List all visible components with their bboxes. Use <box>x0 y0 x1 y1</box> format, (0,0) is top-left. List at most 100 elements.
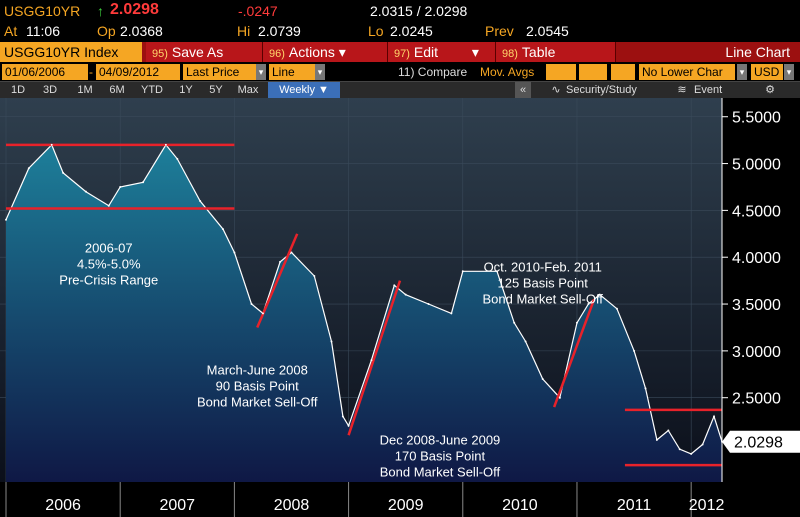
range-3d-button[interactable]: 3D <box>42 84 58 96</box>
security-field[interactable]: USGG10YR Index <box>0 42 142 62</box>
event-button[interactable]: Event <box>694 84 723 96</box>
last-price-tag-label: 2.0298 <box>734 435 783 452</box>
annotation-line: 170 Basis Point <box>395 449 486 464</box>
mov-avg-field-2[interactable] <box>579 64 607 80</box>
lower-chart-select[interactable]: No Lower Char <box>639 64 735 80</box>
x-tick-label: 2012 <box>689 497 725 514</box>
annotation-line: Dec 2008-June 2009 <box>380 433 501 448</box>
mov-avgs-label: Mov. Avgs <box>480 64 546 80</box>
y-tick-label: 5.5000 <box>732 110 781 127</box>
annotation-text: Oct. 2010-Feb. 2011 125 Basis Point Bond M… <box>483 259 604 306</box>
data-point <box>290 251 293 254</box>
annotation-lines <box>6 143 722 467</box>
low-label: Lo <box>368 23 384 39</box>
chevron-down-icon[interactable]: ▾ <box>737 64 747 80</box>
period-select[interactable]: Weekly ▼ <box>268 82 340 99</box>
start-date-field[interactable]: 01/06/2006 <box>2 64 88 80</box>
currency-select[interactable]: USD <box>751 64 783 80</box>
data-point <box>575 321 578 324</box>
x-axis-panel <box>0 482 800 517</box>
annotation-text: 2006-07 4.5%-5.0% Pre-Crisis Range <box>59 241 158 288</box>
chevron-down-icon[interactable]: ▾ <box>256 64 266 80</box>
yield-area <box>6 144 722 483</box>
table-number: 98) <box>502 48 518 60</box>
y-axis-panel <box>722 98 800 482</box>
y-tick-label: 3.0000 <box>732 344 781 361</box>
data-point <box>598 293 601 296</box>
high-label: Hi <box>237 23 251 39</box>
chart-study-icon: ∿ <box>551 84 561 96</box>
yield-chart: 2006-07 4.5%-5.0% Pre-Crisis Range March-Ju… <box>0 98 800 517</box>
data-point <box>615 307 618 310</box>
range-5y-button[interactable]: 5Y <box>209 84 223 96</box>
chevron-down-icon[interactable]: ▾ <box>315 64 325 80</box>
quote-time: 11:06 <box>26 23 60 39</box>
last-price-tag <box>722 430 800 453</box>
data-point <box>119 185 122 188</box>
gear-icon[interactable]: ⚙ <box>765 84 775 96</box>
data-point <box>261 312 264 315</box>
x-axis: 2006 2007 2008 2009 2010 2011 2012 <box>5 482 725 517</box>
range-1d-button[interactable]: 1D <box>10 84 26 96</box>
chart-style-select[interactable]: Line <box>269 64 315 80</box>
trend-line <box>552 298 596 408</box>
compare-link[interactable]: 11) Compare <box>398 65 468 79</box>
last-price: 2.0298 <box>110 1 159 18</box>
range-max-button[interactable]: Max <box>237 84 259 96</box>
data-point <box>250 303 253 306</box>
chevron-down-icon: ▾ <box>338 44 346 60</box>
edit-number: 97) <box>394 48 410 60</box>
at-label: At <box>4 23 18 39</box>
security-study-button[interactable]: Security/Study <box>566 84 637 96</box>
data-point <box>667 429 670 432</box>
mov-avg-field-3[interactable] <box>611 64 635 80</box>
data-point <box>313 274 316 277</box>
y-axis: 5.5000 5.0000 4.5000 4.0000 3.5000 3.0000 2.50… <box>721 98 781 482</box>
data-point <box>107 204 110 207</box>
trend-line <box>256 233 299 328</box>
actions-button[interactable]: 96) Actions ▾ <box>263 42 388 62</box>
data-point <box>164 143 167 146</box>
last-price-marker: 2.0298 <box>722 430 800 453</box>
save-as-number: 95) <box>152 48 168 60</box>
data-point <box>62 171 65 174</box>
data-points <box>5 143 723 455</box>
y-tick-label: 3.5000 <box>732 297 781 314</box>
open-value: 2.0368 <box>120 23 163 39</box>
range-1m-button[interactable]: 1M <box>77 84 93 96</box>
data-point <box>347 424 350 427</box>
chevron-down-icon[interactable]: ▾ <box>784 64 794 80</box>
quote-row-1: USGG10YR ↑ 2.0298 -.0247 2.0315 / 2.0298 <box>0 0 800 20</box>
up-arrow-icon: ↑ <box>97 3 104 19</box>
annotation-line: 4.5%-5.0% <box>77 257 141 272</box>
collapse-icon[interactable]: « <box>515 82 531 99</box>
data-point <box>27 167 30 170</box>
data-point <box>558 396 561 399</box>
x-tick-label: 2008 <box>274 497 310 514</box>
annotation-line: Pre-Crisis Range <box>59 273 158 288</box>
edit-button[interactable]: 97) Edit ▾ <box>388 42 496 62</box>
data-point <box>701 443 704 446</box>
end-date-field[interactable]: 04/09/2012 <box>96 64 180 80</box>
data-point <box>633 349 636 352</box>
annotation-text: March-June 2008 90 Basis Point Bond Market… <box>197 362 318 409</box>
data-point <box>176 157 179 160</box>
quote-row-2: At 11:06 Op 2.0368 Hi 2.0739 Lo 2.0245 P… <box>0 20 800 40</box>
params-row: 01/06/2006 - 04/09/2012 Last Price ▾ Lin… <box>0 63 800 81</box>
annotations: 2006-07 4.5%-5.0% Pre-Crisis Range March-Ju… <box>59 241 603 480</box>
save-as-label: Save As <box>171 44 224 60</box>
range-6m-button[interactable]: 6M <box>109 84 125 96</box>
bid-ask: 2.0315 / 2.0298 <box>370 3 468 19</box>
mov-avg-field-1[interactable] <box>546 64 576 80</box>
table-button[interactable]: 98) Table <box>496 42 616 62</box>
range-1y-button[interactable]: 1Y <box>179 84 193 96</box>
data-point <box>142 181 145 184</box>
price-field-select[interactable]: Last Price <box>183 64 256 80</box>
data-point <box>513 321 516 324</box>
save-as-button[interactable]: 95) Save As <box>146 42 263 62</box>
data-point <box>690 452 693 455</box>
edit-label: Edit <box>413 44 439 60</box>
annotation-line: March-June 2008 <box>207 362 308 377</box>
data-point <box>678 448 681 451</box>
range-ytd-button[interactable]: YTD <box>141 84 163 96</box>
